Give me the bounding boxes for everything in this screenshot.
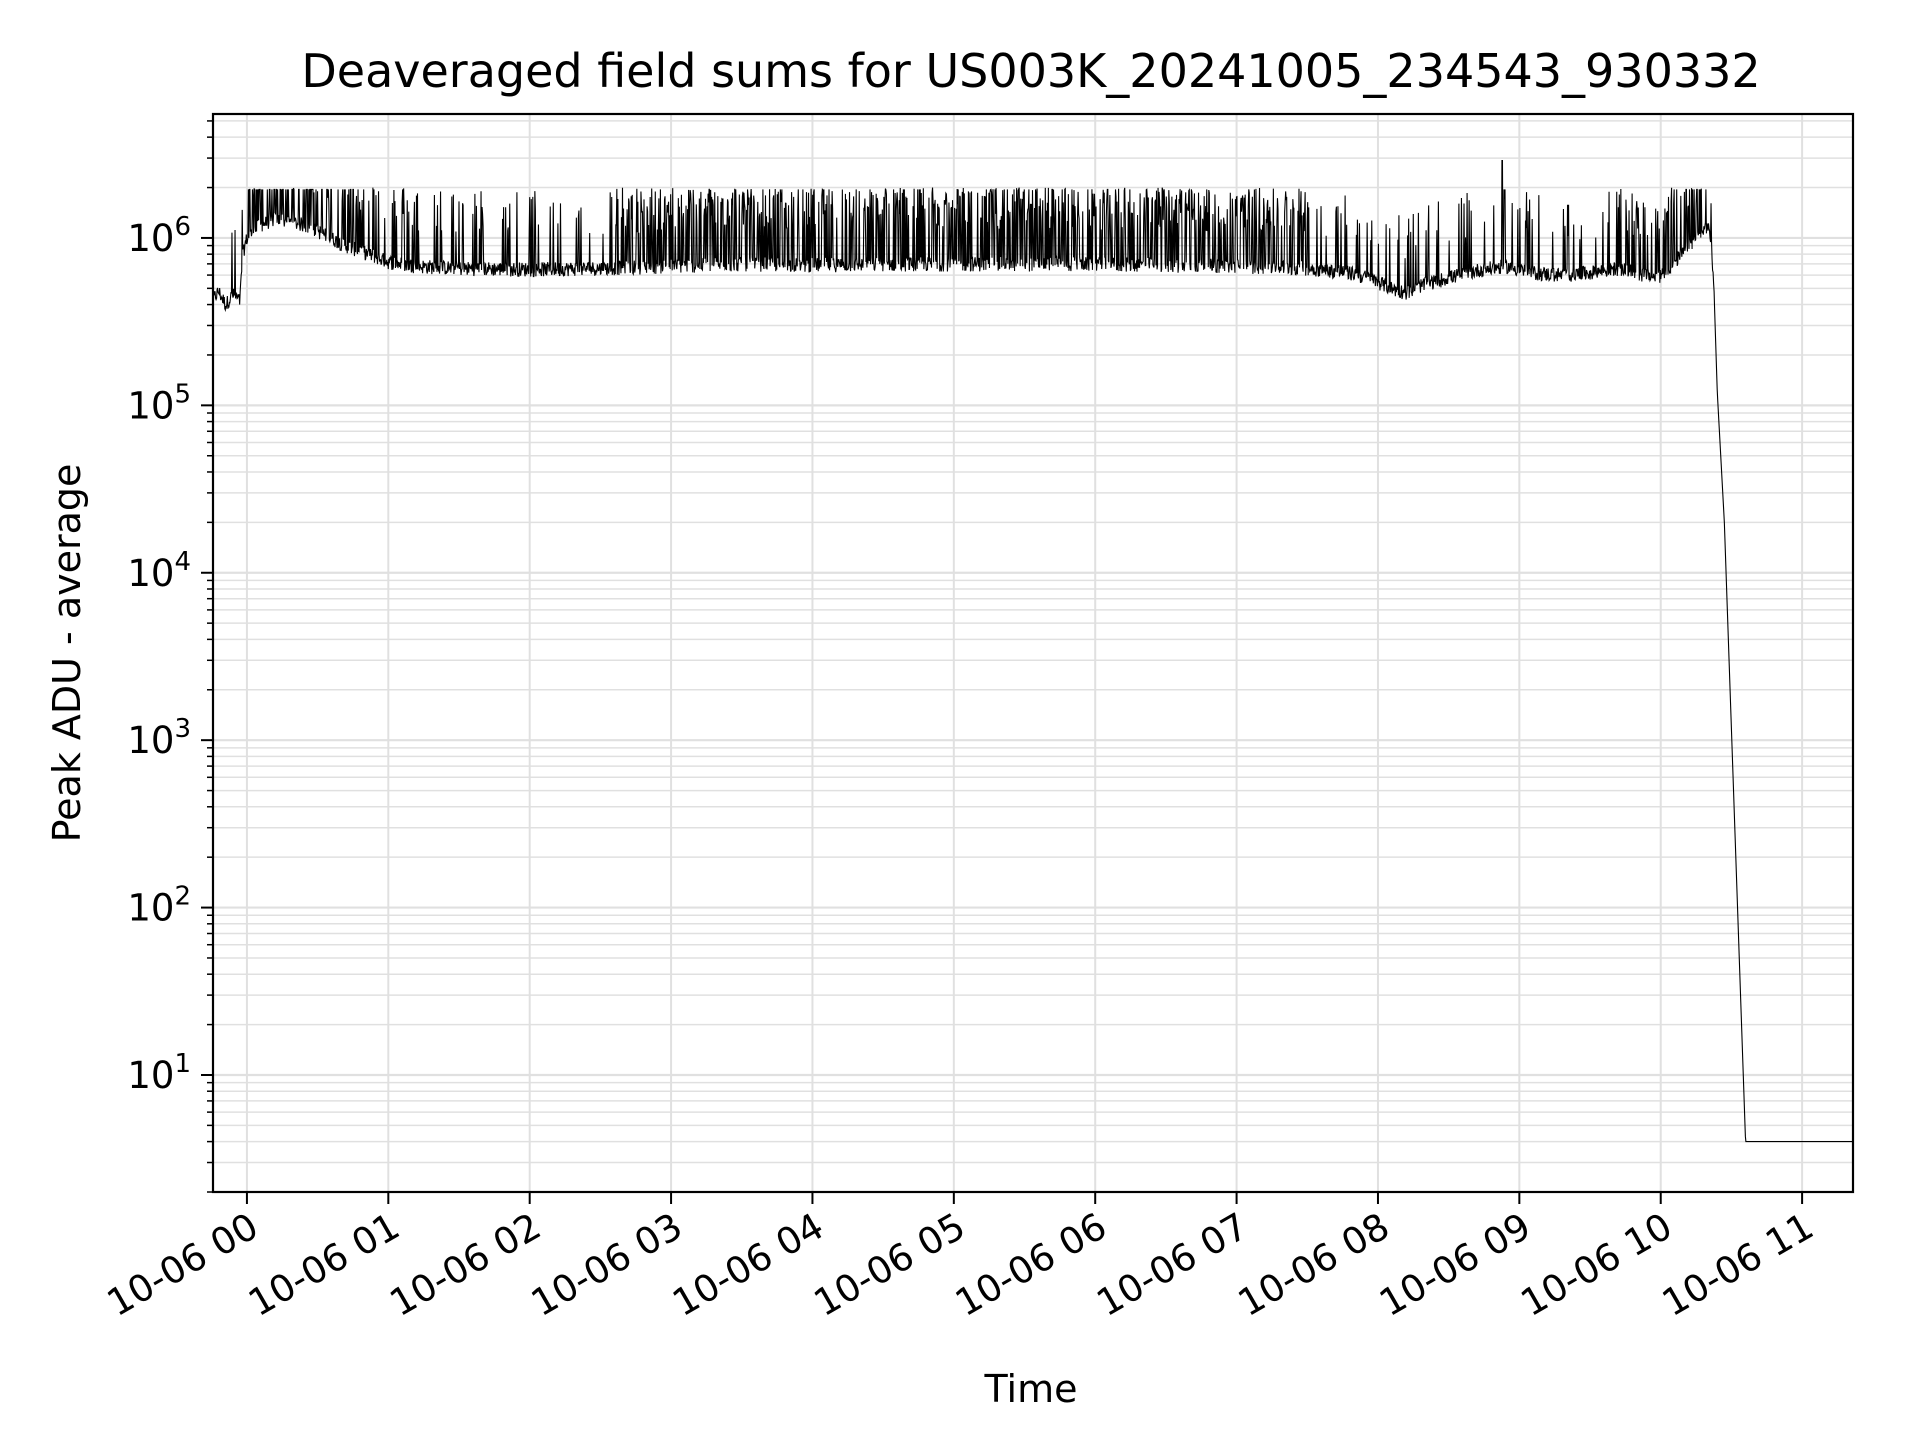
series-layer (212, 159, 1853, 1143)
y-axis-label: Peak ADU - average (45, 464, 89, 843)
y-tick-base: 10 (127, 1054, 174, 1097)
y-tick-exponent: 6 (174, 212, 191, 242)
y-tick-base: 10 (127, 217, 174, 260)
y-tick-label: 104 (127, 547, 191, 595)
y-tick-base: 10 (127, 719, 174, 762)
y-tick-base: 10 (127, 887, 174, 930)
y-tick-label: 101 (127, 1049, 191, 1097)
chart-title: Deaveraged field sums for US003K_2024100… (301, 44, 1760, 98)
y-tick-base: 10 (127, 384, 174, 427)
plot-area (211, 112, 1855, 1194)
x-axis-label: Time (984, 1367, 1078, 1411)
y-tick-base: 10 (127, 552, 174, 595)
series-line (212, 159, 1853, 1143)
y-tick-label: 103 (127, 714, 191, 762)
y-tick-label: 105 (127, 379, 191, 427)
y-tick-label: 106 (127, 212, 191, 260)
grid (213, 114, 1853, 1193)
y-tick-exponent: 4 (174, 547, 191, 577)
y-tick-exponent: 5 (174, 379, 191, 409)
y-tick-exponent: 1 (174, 1049, 191, 1079)
y-tick-exponent: 2 (174, 882, 191, 912)
y-tick-label: 102 (127, 882, 191, 930)
y-tick-exponent: 3 (174, 714, 191, 744)
